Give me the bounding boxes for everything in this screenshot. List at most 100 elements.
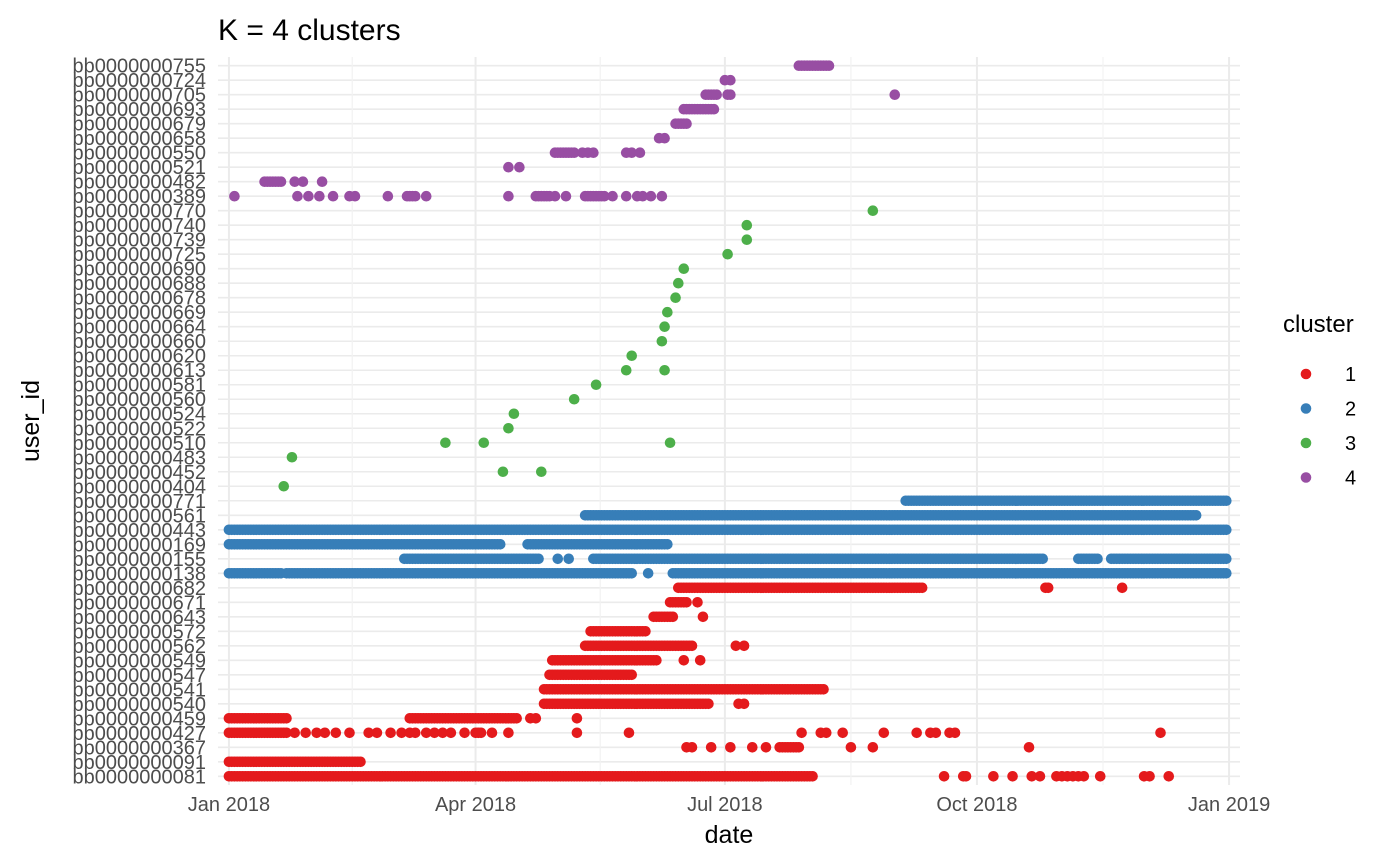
- point-cluster-4: [229, 190, 240, 202]
- point-cluster-1: [1094, 770, 1106, 782]
- point-cluster-4: [725, 89, 736, 101]
- point-cluster-1: [1026, 770, 1038, 782]
- y-tick-label: bb0000000739: [73, 230, 206, 252]
- point-cluster-1: [445, 727, 457, 739]
- x-tick-label: Jan 2018: [188, 794, 270, 816]
- point-cluster-3: [867, 205, 879, 217]
- point-cluster-2: [1221, 524, 1232, 536]
- y-tick-label: bb0000000678: [73, 288, 206, 310]
- point-cluster-1: [503, 727, 514, 739]
- point-cluster-3: [620, 364, 632, 376]
- y-tick-label: bb0000000581: [73, 375, 206, 397]
- legend-label-4: 4: [1345, 468, 1356, 490]
- point-cluster-4: [637, 190, 648, 202]
- point-cluster-1: [686, 640, 698, 652]
- legend: cluster 1 2 3 4: [1283, 311, 1356, 490]
- point-cluster-1: [686, 741, 698, 753]
- point-cluster-4: [382, 190, 394, 202]
- point-cluster-1: [705, 741, 717, 753]
- point-cluster-1: [571, 712, 583, 724]
- y-tick-label: bb0000000510: [73, 433, 206, 455]
- point-cluster-1: [938, 770, 950, 782]
- point-cluster-1: [1023, 741, 1035, 753]
- point-cluster-4: [297, 176, 309, 188]
- data-points: [223, 60, 1232, 782]
- y-tick-label: bb0000000081: [73, 766, 206, 788]
- point-cluster-1: [623, 727, 635, 739]
- point-cluster-1: [571, 727, 583, 739]
- point-cluster-1: [651, 654, 662, 666]
- point-cluster-4: [514, 161, 525, 173]
- y-tick-label: bb0000000540: [73, 694, 206, 716]
- point-cluster-1: [807, 770, 818, 782]
- y-tick-label: bb0000000138: [73, 563, 206, 585]
- point-cluster-1: [796, 727, 807, 739]
- point-cluster-3: [626, 350, 638, 362]
- point-cluster-1: [818, 683, 829, 695]
- y-tick-label: bb0000000091: [73, 752, 206, 774]
- point-cluster-3: [664, 437, 676, 449]
- point-cluster-4: [568, 147, 580, 159]
- point-cluster-2: [626, 567, 638, 579]
- x-axis-label: date: [705, 821, 754, 849]
- point-cluster-1: [911, 727, 922, 739]
- point-cluster-3: [497, 466, 509, 478]
- point-cluster-4: [889, 89, 901, 101]
- y-tick-label: bb0000000482: [73, 172, 206, 194]
- point-cluster-2: [642, 567, 654, 579]
- y-tick-label: bb0000000459: [73, 708, 206, 730]
- legend-key-4: [1300, 472, 1312, 483]
- y-tick-label: bb0000000725: [73, 244, 206, 266]
- point-cluster-1: [396, 727, 407, 739]
- point-cluster-4: [420, 190, 432, 202]
- point-cluster-1: [640, 625, 651, 637]
- point-cluster-4: [588, 147, 599, 159]
- point-cluster-1: [793, 741, 805, 753]
- x-tick-label: Jul 2018: [687, 794, 763, 816]
- point-cluster-1: [837, 727, 849, 739]
- y-tick-label: bb0000000560: [73, 389, 206, 411]
- y-tick-label: bb0000000770: [73, 201, 206, 223]
- y-tick-label: bb0000000740: [73, 215, 206, 237]
- point-cluster-4: [275, 176, 287, 188]
- y-tick-label: bb0000000389: [73, 186, 206, 208]
- point-cluster-1: [697, 611, 709, 623]
- point-cluster-1: [681, 596, 692, 608]
- point-cluster-3: [662, 306, 673, 318]
- point-cluster-3: [659, 321, 670, 333]
- x-tick-label: Oct 2018: [936, 794, 1017, 816]
- x-tick-label: Apr 2018: [435, 794, 516, 816]
- point-cluster-3: [722, 248, 733, 260]
- point-cluster-4: [503, 190, 514, 202]
- y-tick-label: bb0000000547: [73, 665, 206, 687]
- point-cluster-1: [878, 727, 890, 739]
- legend-key-3: [1300, 437, 1312, 449]
- point-cluster-4: [599, 190, 610, 202]
- point-cluster-1: [692, 596, 703, 608]
- y-tick-label: bb0000000549: [73, 650, 206, 672]
- point-cluster-1: [363, 727, 374, 739]
- point-cluster-1: [1034, 770, 1046, 782]
- y-tick-label: bb0000000521: [73, 157, 206, 179]
- point-cluster-4: [549, 190, 561, 202]
- point-cluster-1: [949, 727, 961, 739]
- point-cluster-1: [281, 727, 292, 739]
- point-cluster-1: [678, 654, 690, 666]
- point-cluster-1: [1116, 582, 1128, 594]
- point-cluster-3: [659, 364, 670, 376]
- point-cluster-4: [314, 190, 325, 202]
- point-cluster-1: [437, 727, 448, 739]
- x-axis-tick-labels: Jan 2018 Apr 2018 Jul 2018 Oct 2018 Jan 2019: [188, 794, 1270, 816]
- y-tick-label: bb0000000367: [73, 737, 206, 759]
- point-cluster-1: [511, 712, 522, 724]
- point-cluster-4: [681, 118, 692, 130]
- point-cluster-1: [845, 741, 857, 753]
- y-tick-label: bb0000000155: [73, 549, 206, 571]
- point-cluster-4: [503, 161, 514, 173]
- point-cluster-4: [634, 147, 646, 159]
- point-cluster-4: [645, 190, 657, 202]
- y-tick-label: bb0000000671: [73, 592, 206, 614]
- y-tick-label: bb0000000550: [73, 143, 206, 165]
- point-cluster-2: [662, 538, 673, 550]
